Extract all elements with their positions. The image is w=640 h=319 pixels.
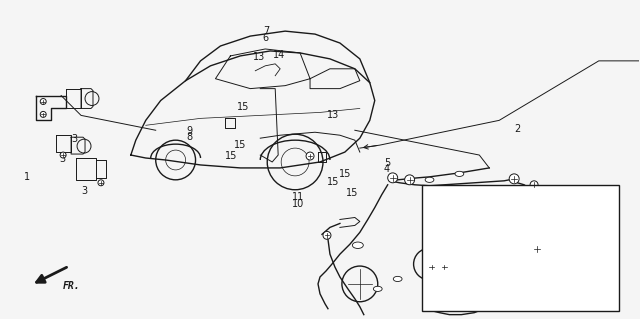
Circle shape xyxy=(60,152,66,158)
Text: 15: 15 xyxy=(339,169,351,179)
Circle shape xyxy=(532,244,542,254)
Circle shape xyxy=(323,231,331,239)
Circle shape xyxy=(40,111,46,117)
Text: 15: 15 xyxy=(326,177,339,187)
Text: 1: 1 xyxy=(24,172,30,182)
Ellipse shape xyxy=(353,242,364,249)
Text: 10: 10 xyxy=(292,199,304,209)
Ellipse shape xyxy=(373,286,382,292)
Circle shape xyxy=(404,175,415,185)
Text: 12: 12 xyxy=(550,227,562,237)
Text: 16: 16 xyxy=(435,271,447,281)
Text: 15: 15 xyxy=(346,188,358,198)
Circle shape xyxy=(509,174,519,184)
Ellipse shape xyxy=(520,258,529,264)
Text: 14: 14 xyxy=(273,49,285,60)
Circle shape xyxy=(388,173,397,183)
Text: 13: 13 xyxy=(326,110,339,120)
Circle shape xyxy=(428,263,435,271)
Circle shape xyxy=(440,263,449,271)
Circle shape xyxy=(306,152,314,160)
Text: 2: 2 xyxy=(515,124,521,135)
Text: 13: 13 xyxy=(253,52,266,62)
Text: 15: 15 xyxy=(225,151,237,161)
Text: 3: 3 xyxy=(72,134,77,144)
Text: 8: 8 xyxy=(186,132,193,142)
Circle shape xyxy=(40,99,46,105)
Text: 6: 6 xyxy=(263,33,269,43)
Text: 4: 4 xyxy=(384,164,390,174)
Bar xyxy=(422,185,619,311)
Text: FR.: FR. xyxy=(63,281,81,291)
Text: 9: 9 xyxy=(186,126,193,136)
Text: 7: 7 xyxy=(262,26,269,36)
Text: 5: 5 xyxy=(384,158,390,168)
Ellipse shape xyxy=(425,177,434,182)
Circle shape xyxy=(98,180,104,186)
Ellipse shape xyxy=(394,276,402,282)
Text: 15: 15 xyxy=(234,140,246,150)
Text: 3: 3 xyxy=(81,186,87,196)
Ellipse shape xyxy=(547,227,556,232)
Ellipse shape xyxy=(455,171,464,176)
Circle shape xyxy=(530,181,538,189)
Text: 3: 3 xyxy=(59,154,65,165)
Text: SG03-B1303: SG03-B1303 xyxy=(470,297,529,307)
Text: 15: 15 xyxy=(237,102,250,112)
Text: 11: 11 xyxy=(292,192,304,203)
